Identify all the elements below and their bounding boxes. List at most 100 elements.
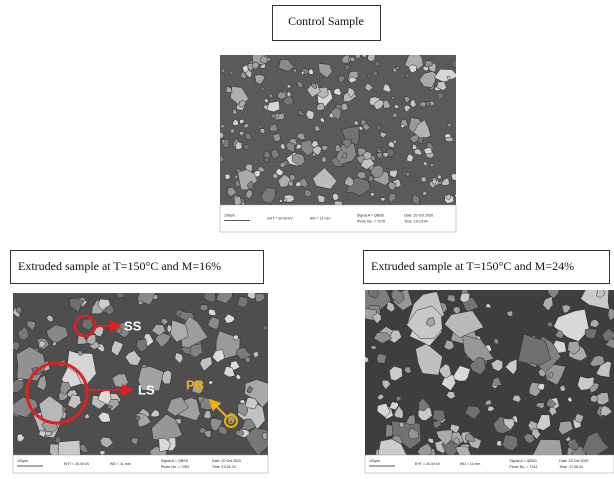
particle — [373, 332, 393, 344]
caption: Extruded sample at T=150°C and M=16% — [18, 259, 221, 273]
particle — [584, 328, 598, 340]
particle — [439, 363, 452, 379]
info-text: Photo No. = 7276 — [357, 219, 385, 223]
particle — [377, 149, 382, 154]
particle — [26, 320, 36, 331]
particle — [220, 124, 225, 129]
particle — [225, 85, 233, 93]
particle — [589, 318, 600, 328]
particle — [151, 324, 166, 336]
particle — [199, 356, 213, 372]
particle — [367, 55, 376, 62]
particle — [370, 164, 384, 179]
particle — [208, 308, 217, 316]
particle — [239, 131, 245, 136]
particle — [311, 82, 318, 90]
particle — [423, 147, 433, 155]
particle — [246, 180, 254, 190]
particle — [391, 112, 398, 119]
particle — [241, 418, 257, 431]
particle — [344, 80, 350, 86]
particle — [365, 356, 369, 363]
particle — [502, 434, 519, 451]
particle — [372, 312, 382, 324]
particle — [423, 161, 428, 167]
particle — [417, 137, 425, 145]
particle — [220, 68, 226, 73]
scale-bar-label: 100µm — [17, 459, 28, 463]
particle — [319, 117, 325, 124]
particle — [561, 304, 571, 314]
particle — [97, 389, 112, 406]
particle — [237, 296, 249, 309]
particle — [191, 379, 204, 395]
particle — [406, 153, 414, 163]
particle — [111, 340, 124, 357]
particle — [84, 413, 90, 420]
particle — [135, 338, 148, 353]
particle — [284, 194, 295, 203]
particle — [207, 316, 220, 330]
particle — [512, 395, 522, 403]
particle — [415, 343, 443, 376]
info-text: Date :20 Oct 2020 — [212, 459, 241, 463]
particle — [418, 71, 437, 88]
particle — [420, 176, 427, 183]
particle — [413, 119, 432, 139]
particle — [136, 293, 156, 306]
particle — [403, 104, 412, 113]
particle — [321, 156, 327, 163]
particle — [376, 124, 381, 131]
particle — [275, 167, 285, 177]
info-text: EHT = 20.00 kV — [64, 462, 90, 466]
particle — [372, 70, 378, 77]
particle — [243, 144, 251, 151]
particle — [537, 383, 545, 391]
particle — [235, 141, 243, 150]
particle — [396, 396, 402, 402]
particle — [531, 428, 541, 440]
particle — [503, 418, 515, 431]
particle — [446, 391, 456, 400]
micrograph: 100µm EHT = 20.00 kV WD = 11 mm Signal A = … — [219, 55, 457, 233]
particle — [409, 99, 417, 108]
particle — [313, 125, 321, 132]
particle — [577, 375, 595, 391]
particle — [251, 186, 256, 190]
particle — [567, 396, 573, 403]
particle — [435, 429, 453, 446]
particle — [360, 118, 367, 127]
particle — [189, 343, 203, 358]
particle — [405, 414, 416, 426]
particle — [283, 198, 287, 203]
particle — [254, 159, 258, 164]
particle — [279, 143, 286, 150]
particle — [546, 397, 557, 408]
particle — [312, 167, 338, 190]
particle — [484, 399, 492, 406]
particle — [341, 125, 360, 146]
particle — [279, 199, 284, 203]
particle — [425, 317, 436, 327]
particle — [504, 358, 518, 375]
particle — [436, 81, 448, 91]
particle — [245, 188, 253, 199]
particle — [207, 380, 213, 385]
particle — [221, 139, 226, 143]
particle — [547, 290, 560, 300]
particle — [445, 193, 452, 201]
particle — [260, 187, 276, 204]
particle — [387, 329, 402, 344]
particles — [13, 293, 268, 455]
info-text: Time :17:36:34 — [559, 465, 583, 469]
scale-bar-label: 100µm — [369, 459, 380, 463]
particle — [589, 355, 605, 367]
particle — [67, 394, 82, 409]
particle — [447, 122, 453, 128]
particle — [558, 420, 574, 436]
particle — [451, 365, 471, 382]
particle — [303, 189, 313, 198]
particle — [368, 290, 380, 299]
particle — [542, 295, 554, 312]
particle — [134, 415, 141, 422]
